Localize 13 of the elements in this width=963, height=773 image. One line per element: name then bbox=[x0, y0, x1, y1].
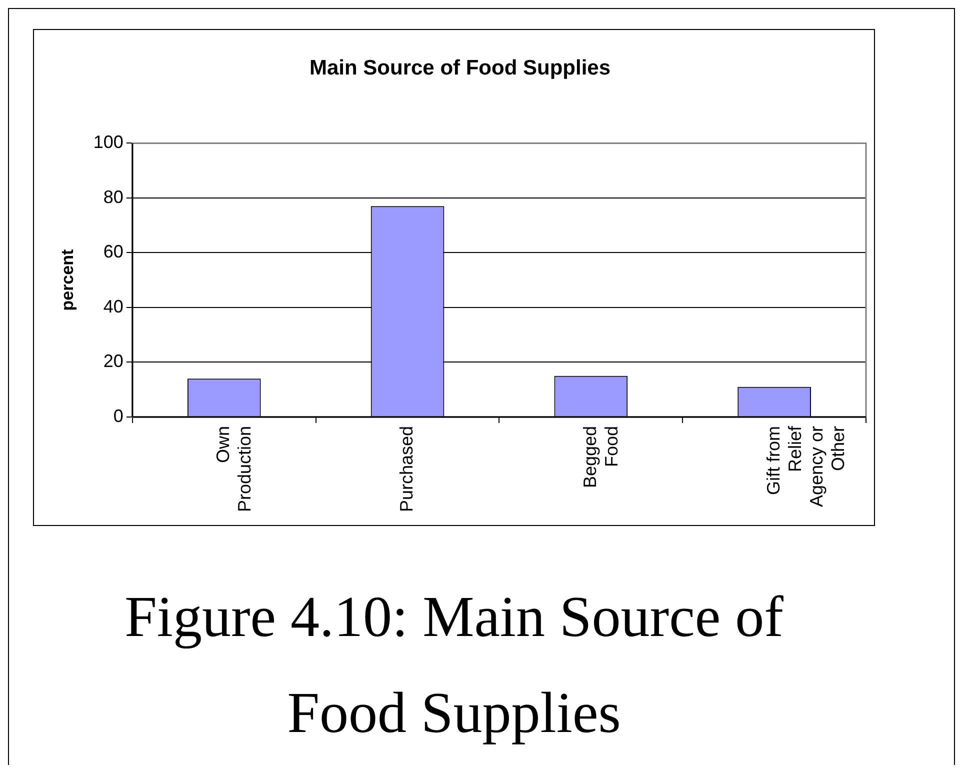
chart-title: Main Source of Food Supplies bbox=[309, 56, 611, 80]
x-tick-label: Own Production bbox=[213, 426, 255, 512]
y-tick-label: 100 bbox=[93, 132, 124, 152]
y-tick-label: 40 bbox=[103, 296, 124, 316]
y-tick-label: 60 bbox=[103, 242, 124, 262]
y-axis-title: percent bbox=[58, 249, 77, 311]
y-tick-label: 80 bbox=[103, 186, 124, 207]
x-tick-label: Gift from Relief Agency or Other bbox=[763, 424, 848, 507]
y-tick-label: 0 bbox=[113, 406, 124, 426]
caption: Figure 4.10: Main Source of Food Supplies bbox=[124, 583, 784, 747]
x-tick-label: Purchased bbox=[396, 426, 416, 512]
y-tick-label: 20 bbox=[103, 351, 124, 372]
x-tick-label: Begged Food bbox=[580, 426, 622, 488]
